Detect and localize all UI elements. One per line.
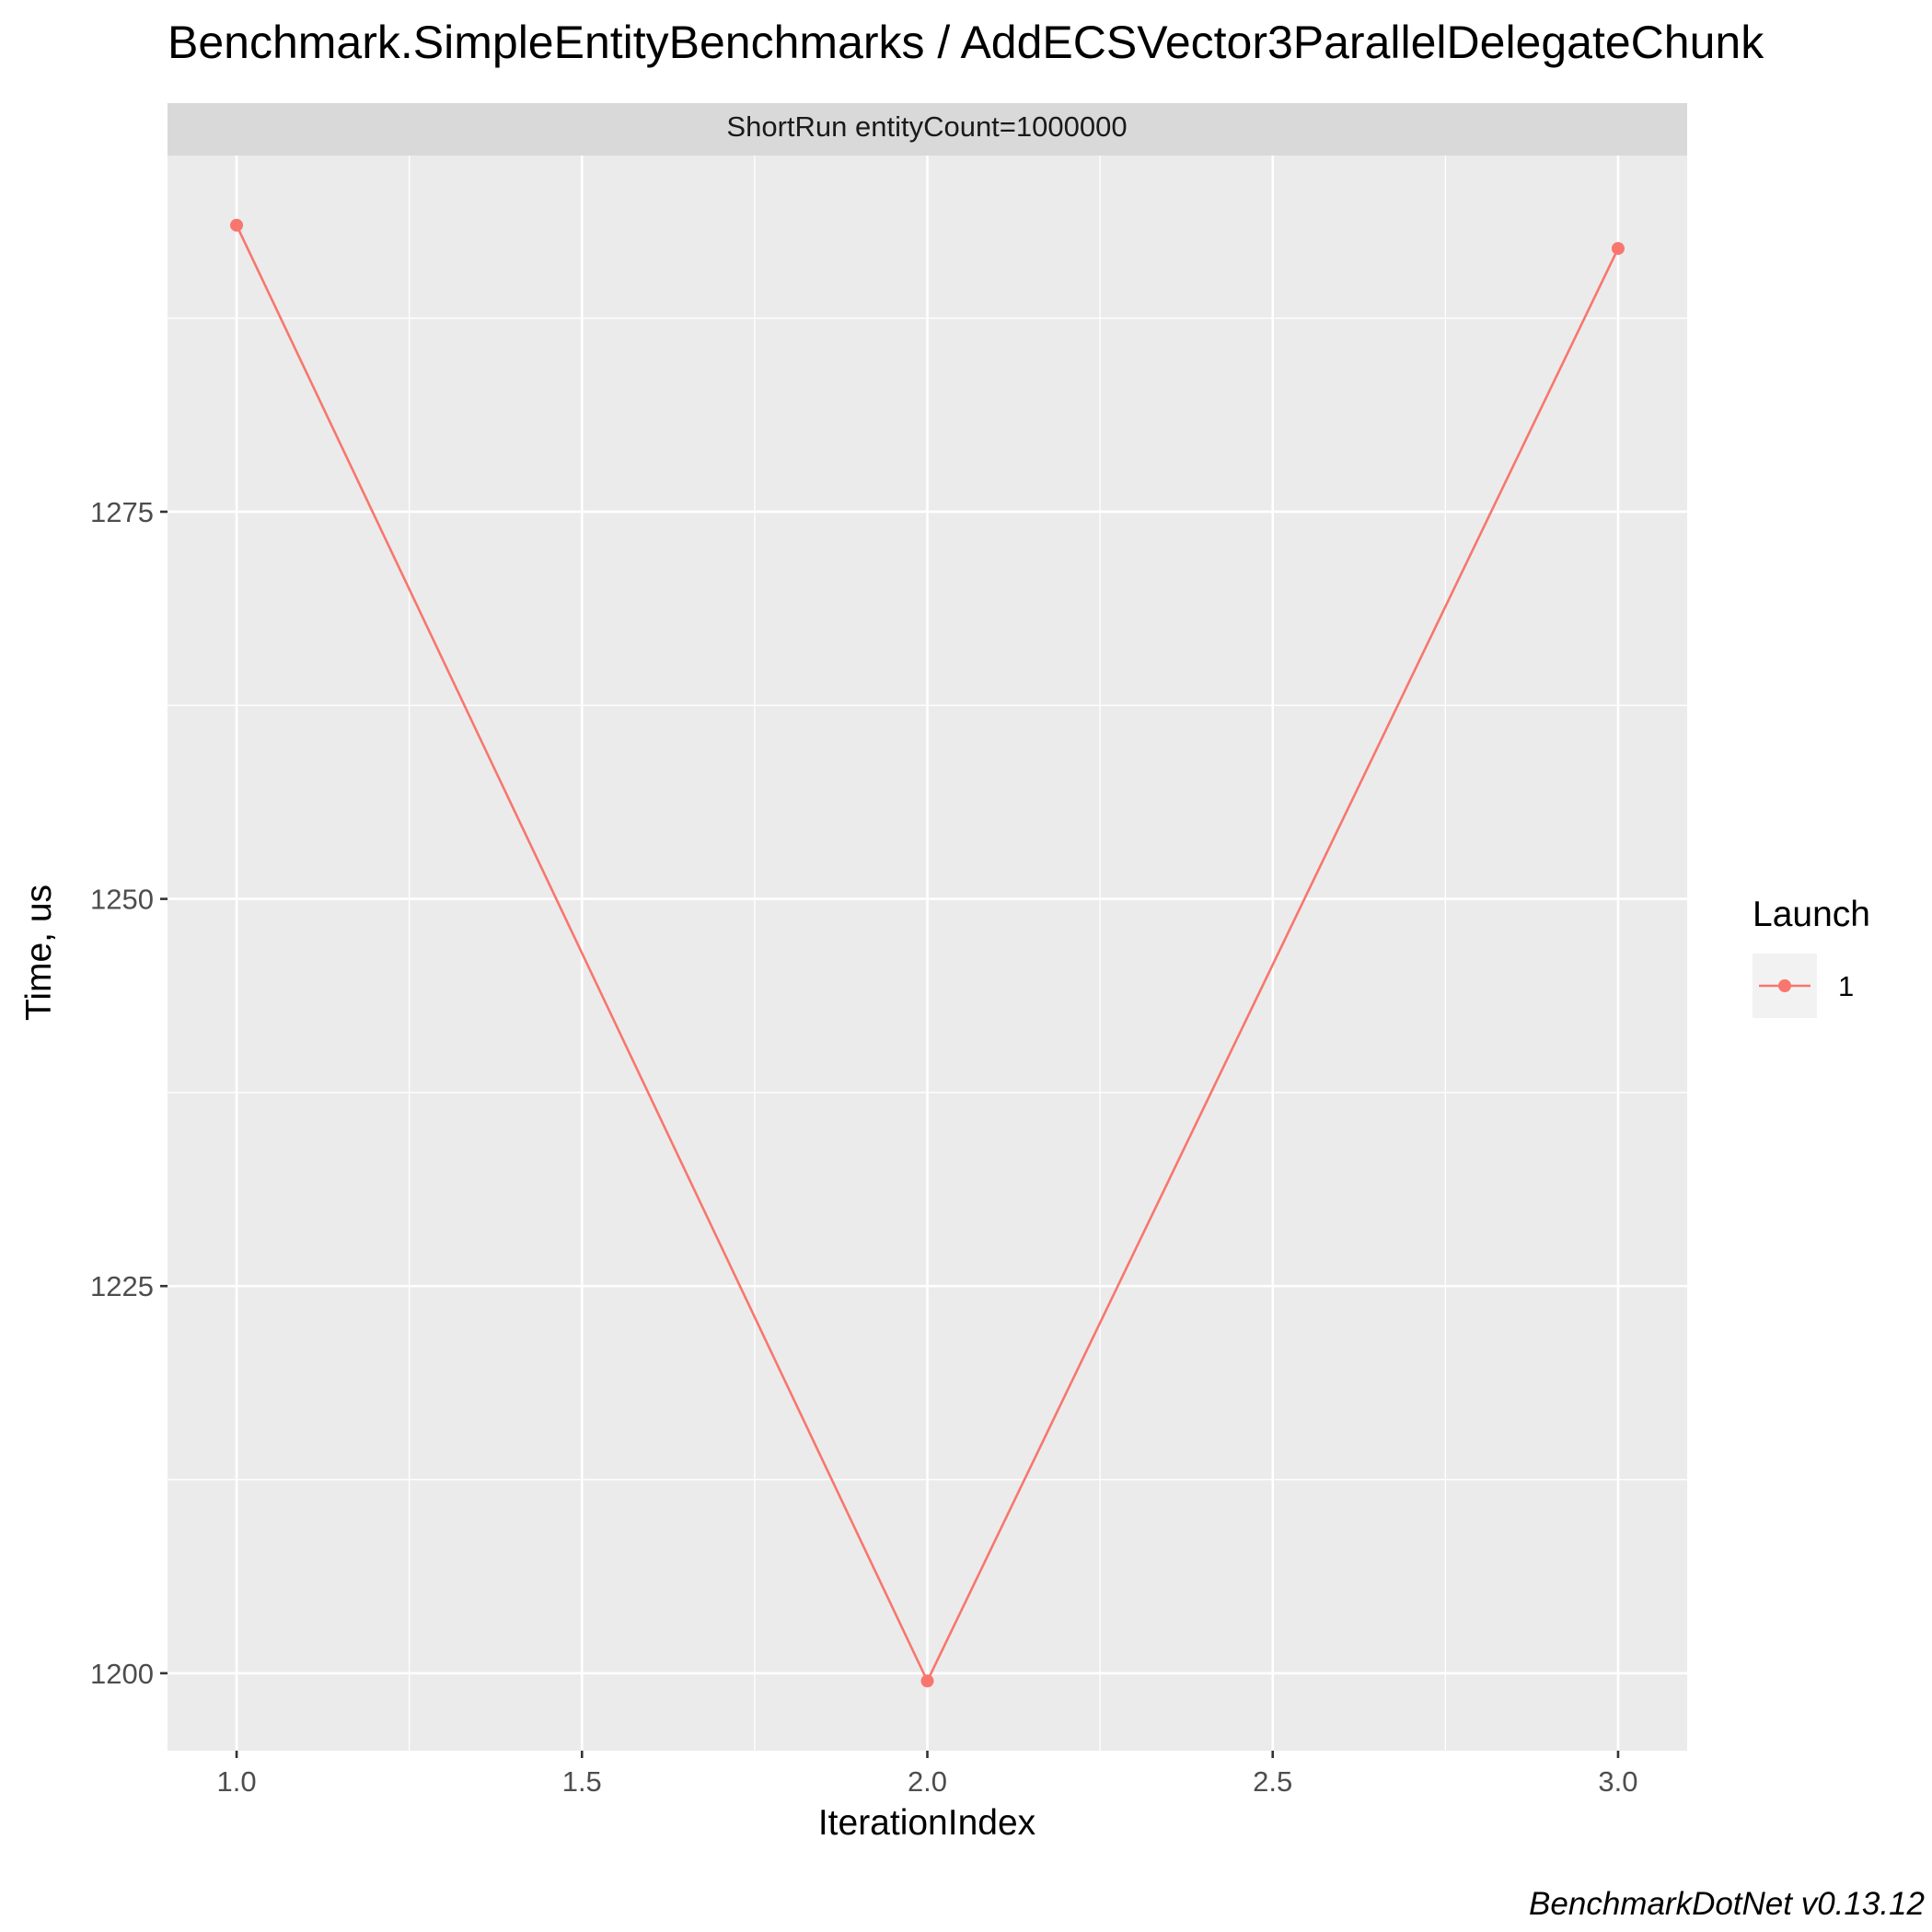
legend-key-point [1778, 979, 1791, 992]
x-axis: 1.0 1.5 2.0 2.5 3.0 [216, 1751, 1638, 1798]
facet-strip [168, 103, 1687, 156]
x-axis-title: IterationIndex [818, 1803, 1036, 1843]
data-point [920, 1674, 934, 1688]
x-tick-label: 3.0 [1598, 1765, 1637, 1798]
x-tick-label: 1.0 [216, 1765, 256, 1798]
x-tick-label: 2.5 [1253, 1765, 1292, 1798]
x-tick-label: 2.0 [908, 1765, 947, 1798]
major-gridlines [168, 156, 1687, 1751]
facet-strip-label: ShortRun entityCount=1000000 [726, 110, 1127, 143]
x-tick-label: 1.5 [562, 1765, 602, 1798]
caption: BenchmarkDotNet v0.13.12 [1529, 1886, 1925, 1922]
legend-title: Launch [1753, 895, 1870, 934]
y-tick-label: 1250 [90, 884, 154, 916]
y-tick-label: 1225 [90, 1270, 154, 1302]
y-axis-title: Time, us [19, 885, 59, 1021]
legend-label-series-1: 1 [1838, 970, 1854, 1002]
chart-title: Benchmark.SimpleEntityBenchmarks / AddEC… [168, 17, 1764, 68]
y-tick-label: 1200 [90, 1658, 154, 1690]
series-layer [230, 218, 1625, 1688]
legend: Launch 1 [1753, 895, 1870, 1018]
y-axis: 1200 1225 1250 1275 [90, 496, 168, 1690]
data-point [230, 218, 244, 232]
data-point [1611, 241, 1625, 255]
y-tick-label: 1275 [90, 496, 154, 528]
